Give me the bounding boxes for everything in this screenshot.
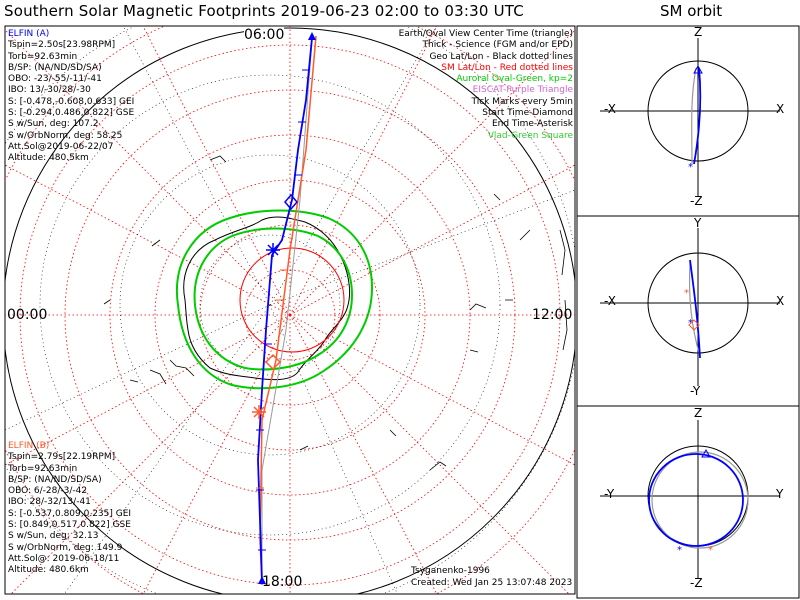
elfin-b-line: S w/Sun, deg: 32.13	[8, 531, 99, 542]
svg-text:*: *	[708, 545, 713, 556]
svg-text:*: *	[677, 545, 682, 556]
elfin-a-line: B/SP: (NA/ND/SD/SA)	[8, 62, 102, 73]
elfin-b-line: S w/OrbNorm, deg: 149.9	[8, 542, 123, 553]
legend-item: Tick Marks every 5min	[471, 96, 573, 107]
model-credit: Tsyganenko-1996	[411, 566, 490, 576]
elfin-a-end-asterisk	[266, 243, 280, 257]
elfin-a-name: ELFIN (A)	[8, 29, 50, 39]
panel3-up-label: Z	[694, 406, 703, 420]
panel2-down-label: -Y	[690, 384, 701, 398]
panel2-right-label: X	[776, 294, 785, 308]
panel1-down-label: -Z	[690, 194, 703, 208]
elfin-a-info: ELFIN (A) Tspin=2.50s[23.98RPM] Torb=92.…	[8, 29, 134, 165]
sm-lat-lon-grid	[5, 26, 575, 594]
panel2-left-label: -X	[604, 294, 616, 308]
panel3-left-label: -Y	[604, 487, 615, 501]
legend-item: End Time-Asterisk	[491, 119, 573, 130]
elfin-a-line: Torb=92.63min	[8, 51, 78, 62]
orbit-panel-xy: * *	[600, 228, 780, 386]
elfin-a-ticks	[256, 69, 310, 551]
elfin-b-line: Altitude: 480.6km	[8, 565, 89, 576]
elfin-b-ticks	[256, 269, 288, 489]
legend-item: SM Lat/Lon - Red dotted lines	[441, 62, 573, 73]
panel3-right-label: Y	[776, 487, 784, 501]
elfin-b-line: IBO: 28/-32/13/-41	[8, 497, 91, 508]
elfin-a-line: IBO: 13/-30/28/-30	[8, 85, 91, 96]
elfin-b-end-asterisk	[252, 405, 266, 419]
mlt-label-left: 00:00	[7, 307, 48, 323]
elfin-b-line: S: [-0.537,0.809,0.235] GEI	[8, 508, 132, 519]
elfin-a-triangle	[308, 32, 316, 40]
legend-item: Geo Lat/Lon - Black dotted lines	[429, 51, 573, 62]
elfin-b-line: Tspin=2.79s[22.19RPM]	[8, 452, 116, 463]
legend-item: EISCAT-Purple Triangle	[472, 85, 573, 96]
panel1-right-label: X	[776, 102, 785, 116]
orbit-panel-yz: * *	[600, 420, 780, 578]
elfin-b-line: Torb=92.63min	[8, 463, 78, 474]
legend-item: Auroral Oval-Green, kp=2	[456, 74, 573, 85]
elfin-b-line: OBO: 6/-28/-3/-42	[8, 486, 88, 497]
legend-item: Start Time-Diamond	[482, 108, 573, 119]
elfin-a-line: S w/OrbNorm, deg: 58.25	[8, 130, 123, 141]
page-title: Southern Solar Magnetic Footprints 2019-…	[4, 2, 524, 20]
orbit-panel-xz: *	[600, 38, 780, 196]
sm-orbit-panels: * * * * *	[576, 25, 800, 599]
legend: Earth/Oval View Center Time (triangle) T…	[399, 29, 573, 142]
coastline-fragments	[103, 155, 568, 471]
panel2-up-label: Y	[694, 216, 702, 230]
panel1-up-label: Z	[694, 25, 703, 39]
elfin-a-line: S: [-0.294,0.486,0.822] GSE	[8, 108, 135, 119]
panel3-down-label: -Z	[690, 576, 703, 590]
mlt-label-right: 12:00	[532, 307, 573, 323]
sm-pole-circle	[239, 247, 345, 353]
elfin-b-name: ELFIN (B)	[8, 441, 50, 451]
svg-text:*: *	[688, 162, 693, 173]
elfin-a-line: Altitude: 480.5km	[8, 153, 89, 164]
elfin-a-start-diamond	[284, 193, 298, 211]
antarctica-coastline	[183, 216, 351, 381]
gray-track	[261, 39, 313, 580]
legend-item: Earth/Oval View Center Time (triangle)	[398, 29, 573, 39]
mlt-label-top: 06:00	[244, 27, 285, 43]
elfin-b-start-diamond	[264, 353, 282, 371]
panel1-left-label: -X	[604, 102, 616, 116]
mlt-label-bottom: 18:00	[262, 574, 303, 590]
elfin-a-end-triangle	[258, 576, 266, 584]
elfin-a-line: Tspin=2.50s[23.98RPM]	[8, 40, 116, 51]
auroral-oval	[176, 209, 374, 390]
elfin-a-line: S w/Sun, deg: 107.2	[8, 119, 99, 130]
elfin-b-info: ELFIN (B) Tspin=2.79s[22.19RPM] Torb=92.…	[8, 441, 131, 577]
elfin-a-track	[257, 37, 313, 583]
polar-map	[5, 26, 575, 594]
sm-orbit-title: SM orbit	[660, 2, 723, 20]
elfin-a-line: Att.Sol@2019-06-22/07	[8, 141, 114, 152]
legend-item: Thick - Science (FGM and/or EPD)	[422, 40, 573, 51]
svg-text:*: *	[684, 288, 689, 299]
elfin-b-line: B/SP: (NA/ND/SD/SA)	[8, 474, 102, 485]
earth-limb	[5, 27, 575, 594]
created-timestamp: Created: Wed Jan 25 13:07:48 2023	[411, 578, 573, 588]
elfin-b-line: Att.Sol@: 2019-06-18/11	[8, 553, 120, 564]
legend-item: Vlad-Green Square	[487, 130, 573, 141]
elfin-a-line: S: [-0.478,-0.608,0.633] GEI	[8, 96, 135, 107]
elfin-a-line: OBO: -23/-55/-11/-41	[8, 74, 102, 85]
elfin-b-line: S: [0.849,0.517,0.822] GSE	[8, 520, 131, 531]
